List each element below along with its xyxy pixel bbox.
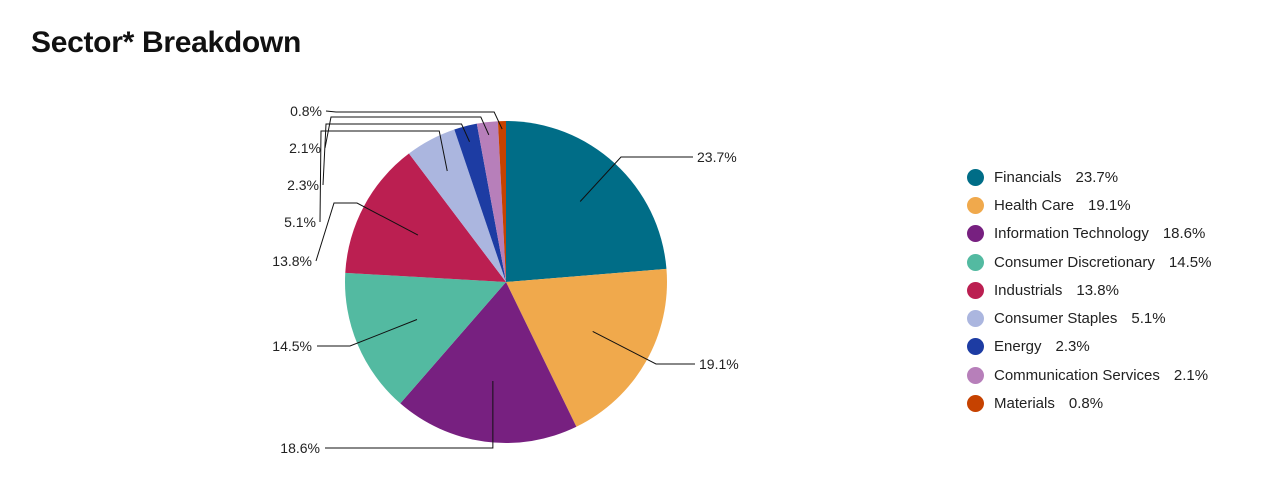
callout-leader-consumer-discretionary xyxy=(317,319,418,347)
callout-leader-energy xyxy=(322,123,470,186)
legend-item-industrials: Industrials 13.8% xyxy=(967,276,1211,304)
legend-swatch xyxy=(967,281,984,299)
callout-leader-materials xyxy=(325,110,503,130)
pie-slices xyxy=(344,121,667,444)
callout-label-communication-services: 2.1% xyxy=(289,140,321,156)
pie-slice-consumer-discretionary xyxy=(344,272,506,404)
callout-leader-communication-services xyxy=(324,116,490,149)
legend-value: 18.6% xyxy=(1162,225,1206,243)
legend-name: Consumer Discretionary xyxy=(994,253,1155,271)
callout-label-materials: 0.8% xyxy=(290,103,322,119)
legend-value: 2.1% xyxy=(1173,366,1209,384)
callout-label-health-care: 19.1% xyxy=(699,356,739,372)
legend-swatch xyxy=(967,168,984,186)
legend-value: 0.8% xyxy=(1068,395,1104,413)
legend-name: Information Technology xyxy=(994,225,1149,243)
pie-slice-energy xyxy=(454,123,506,283)
legend-item-communication-services: Communication Services 2.1% xyxy=(967,361,1211,389)
legend-value: 13.8% xyxy=(1076,281,1119,299)
legend-swatch xyxy=(967,225,984,243)
callout-leader-health-care xyxy=(592,331,695,365)
legend-swatch xyxy=(967,395,984,413)
legend-name: Industrials xyxy=(994,281,1063,299)
legend-item-consumer-staples: Consumer Staples 5.1% xyxy=(967,304,1211,332)
legend-value: 14.5% xyxy=(1168,253,1212,271)
callout-leaders xyxy=(315,110,695,449)
callout-label-financials: 23.7% xyxy=(697,149,737,165)
callout-leader-industrials xyxy=(315,202,419,262)
legend-item-consumer-discretionary: Consumer Discretionary 14.5% xyxy=(967,248,1211,276)
callout-leader-financials xyxy=(579,156,693,202)
callout-leader-information-technology xyxy=(325,380,494,449)
legend-name: Consumer Staples xyxy=(994,310,1118,328)
legend-value: 23.7% xyxy=(1075,168,1119,186)
callout-label-consumer-discretionary: 14.5% xyxy=(272,338,312,354)
legend-item-energy: Energy 2.3% xyxy=(967,333,1211,361)
legend-name: Communication Services xyxy=(994,366,1160,384)
callout-label-energy: 2.3% xyxy=(287,177,319,193)
legend-item-financials: Financials 23.7% xyxy=(967,163,1211,191)
pie-slice-financials xyxy=(506,121,667,282)
legend-name: Energy xyxy=(994,338,1042,356)
callout-label-consumer-staples: 5.1% xyxy=(284,214,316,230)
legend-value: 19.1% xyxy=(1088,196,1131,214)
legend-item-health-care: Health Care 19.1% xyxy=(967,191,1211,219)
legend-swatch xyxy=(967,196,984,214)
callout-leader-consumer-staples xyxy=(319,130,448,223)
legend-name: Materials xyxy=(994,395,1055,413)
legend-item-materials: Materials 0.8% xyxy=(967,389,1211,417)
pie-slice-communication-services xyxy=(476,121,506,283)
pie-slice-industrials xyxy=(345,153,506,282)
chart-title: Sector* Breakdown xyxy=(31,26,301,59)
legend: Financials 23.7% Health Care 19.1% Informati… xyxy=(967,163,1211,418)
legend-item-information-technology: Information Technology 18.6% xyxy=(967,220,1211,248)
callout-labels: 23.7% 19.1% 18.6% 14.5% 13.8% 5.1% 2.3% 2.1% 0.8… xyxy=(272,103,738,456)
legend-swatch xyxy=(967,366,984,384)
pie-slice-information-technology xyxy=(400,282,577,444)
legend-swatch xyxy=(967,253,984,271)
legend-swatch xyxy=(967,310,984,328)
legend-value: 5.1% xyxy=(1131,310,1166,328)
legend-name: Financials xyxy=(994,168,1062,186)
legend-name: Health Care xyxy=(994,196,1075,214)
legend-value: 2.3% xyxy=(1055,338,1090,356)
pie-slice-health-care xyxy=(506,268,667,427)
callout-label-information-technology: 18.6% xyxy=(280,440,320,456)
callout-label-industrials: 13.8% xyxy=(272,253,312,269)
legend-swatch xyxy=(967,338,984,356)
pie-slice-materials xyxy=(497,121,506,282)
pie-slice-consumer-staples xyxy=(408,129,506,282)
